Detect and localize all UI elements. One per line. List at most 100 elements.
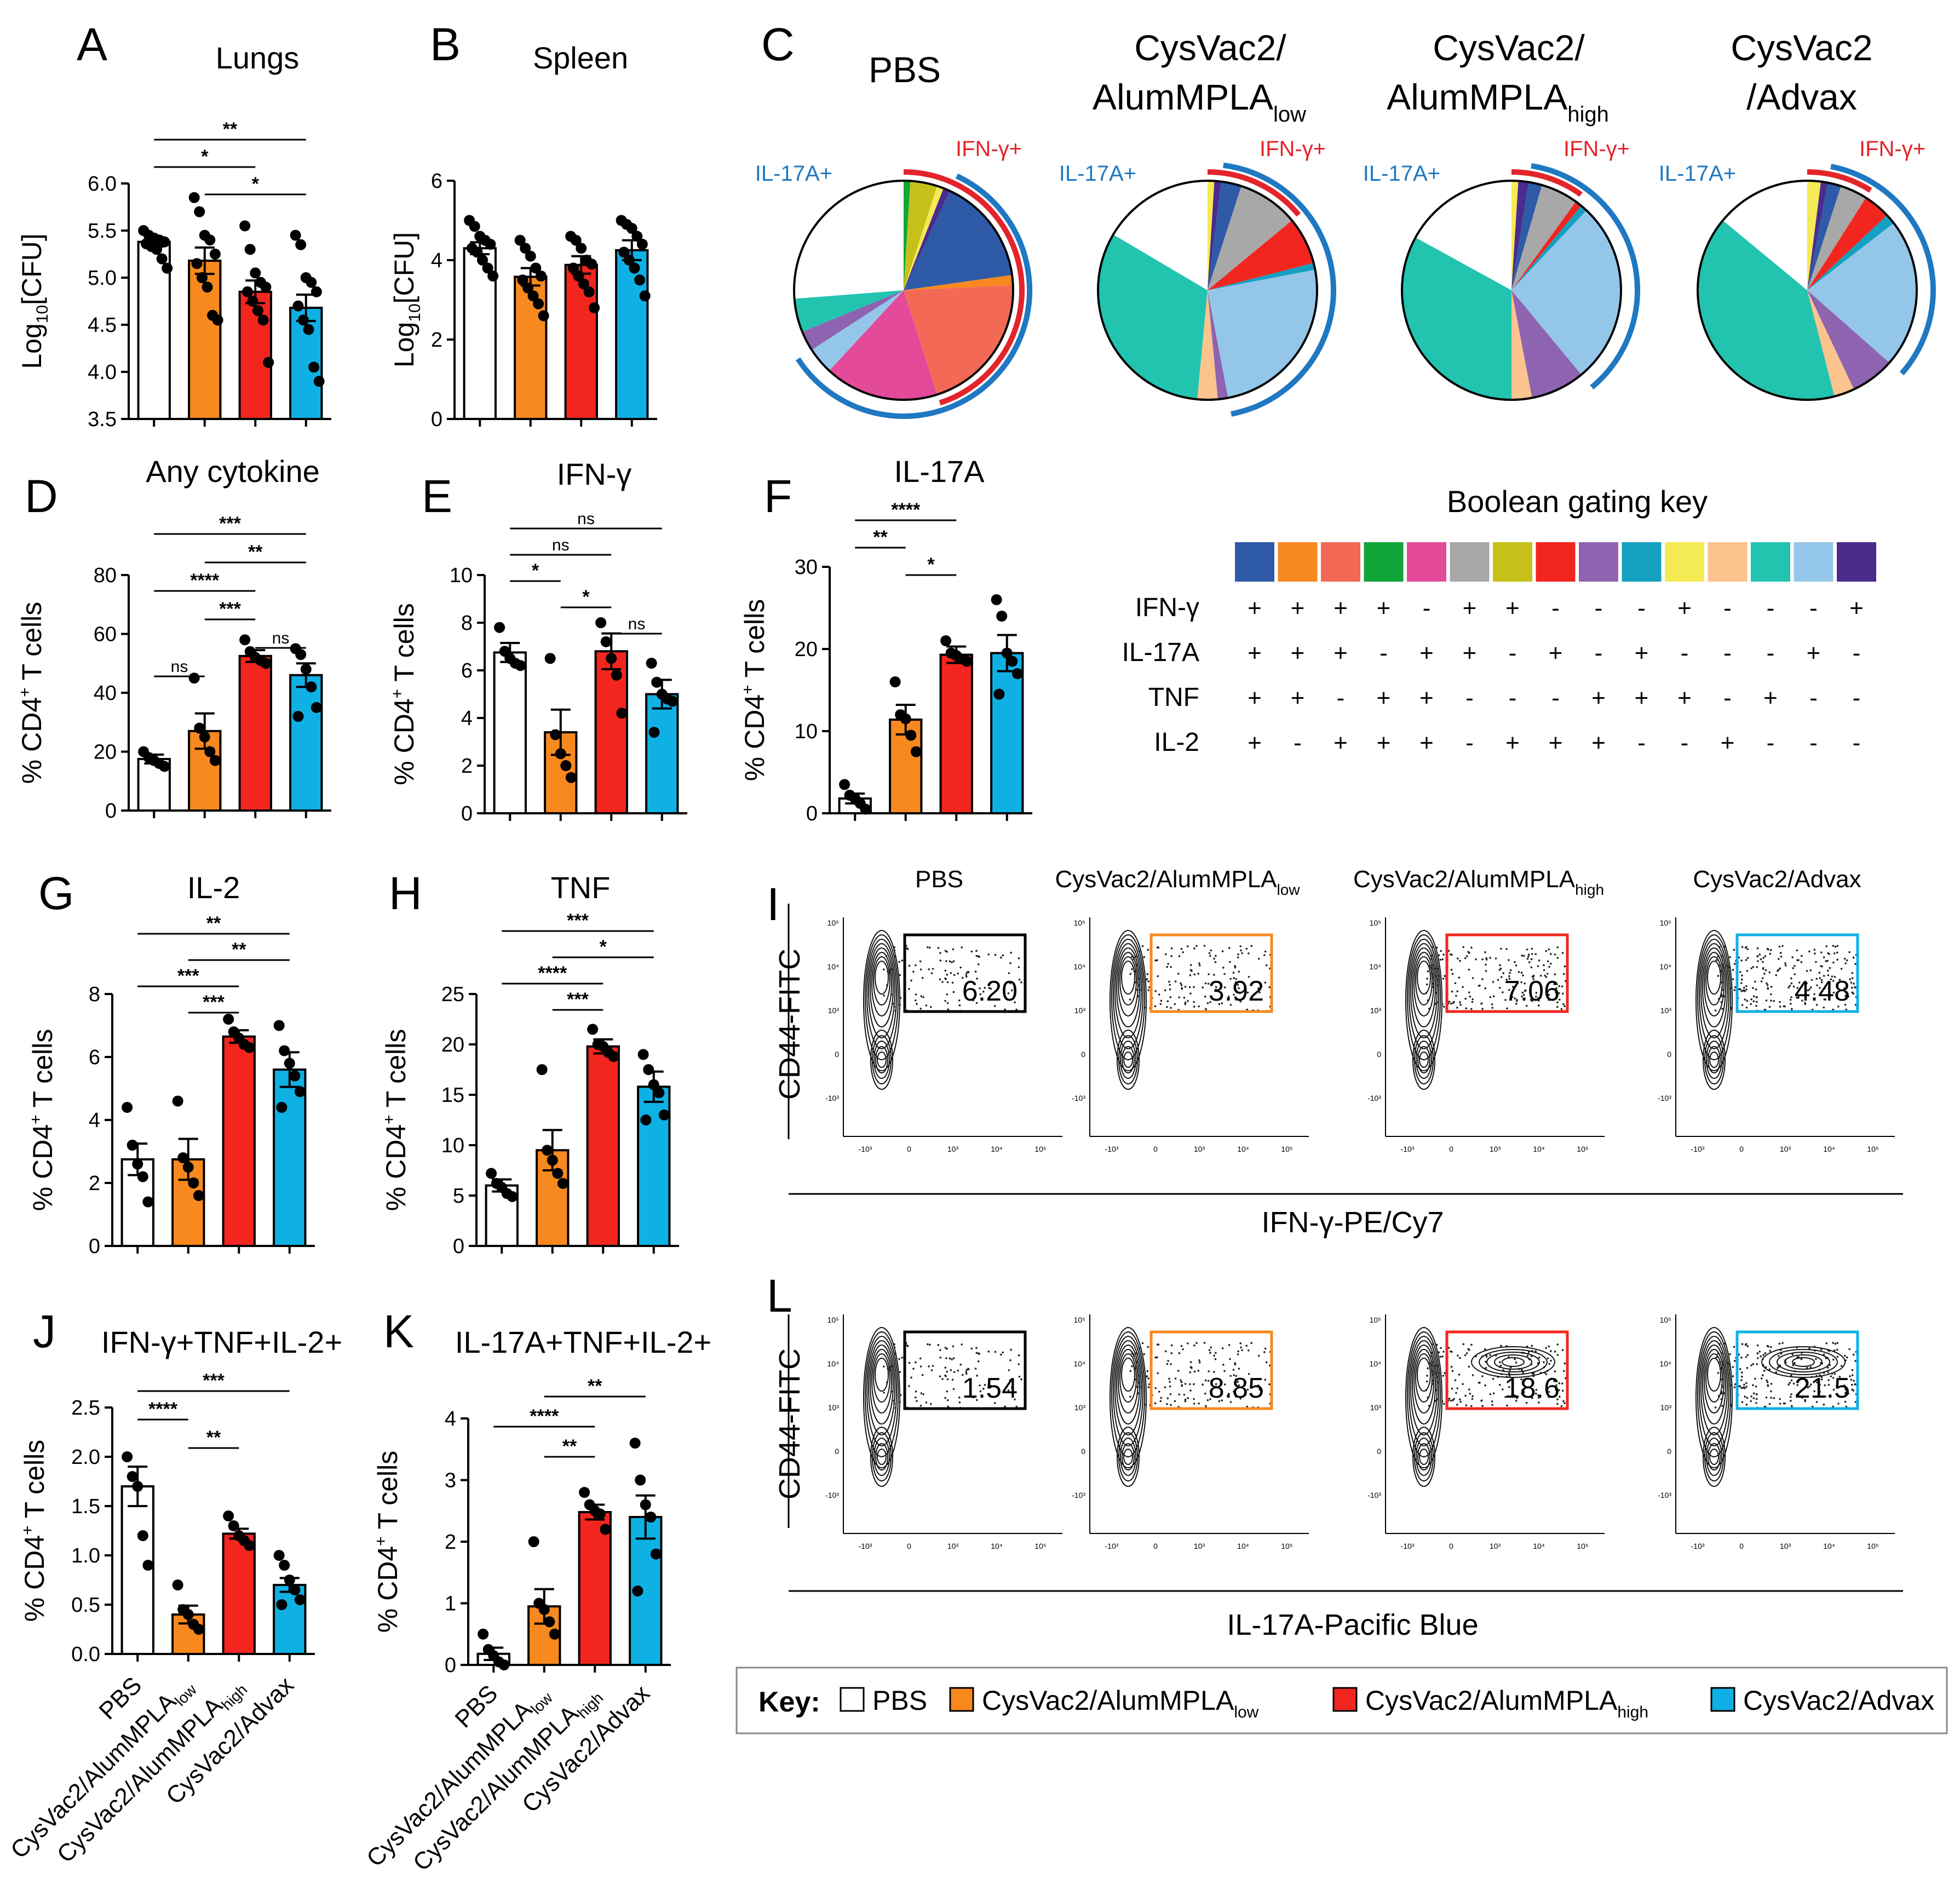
y-axis-label: % CD4+ T cells [380, 1029, 411, 1211]
flow-event [1239, 1000, 1242, 1003]
flow-event [1754, 980, 1756, 983]
data-point [1011, 668, 1023, 679]
ylabel-part: Log [16, 323, 47, 369]
key-sign: + [1248, 640, 1262, 667]
flow-event [944, 950, 947, 952]
key-sign: + [1591, 685, 1606, 711]
flow-event [1010, 951, 1012, 954]
flow-contour [1699, 1336, 1729, 1446]
flow-event [1004, 1405, 1006, 1408]
flow-event [1524, 990, 1526, 992]
flow-event [944, 999, 946, 1002]
flow-event [908, 1385, 910, 1387]
flow-event [1515, 998, 1518, 1001]
flow-event [1849, 1375, 1851, 1377]
flow-contour [1769, 1349, 1838, 1375]
il17-label: IL-17A+ [1059, 162, 1136, 186]
y-tick-label: 8 [461, 612, 473, 635]
flow-event [1511, 985, 1514, 988]
key-swatch [1493, 542, 1532, 582]
flow-contour [1494, 1354, 1532, 1370]
data-point [177, 1152, 189, 1163]
flow-contour [1703, 1030, 1726, 1090]
flow-event [1768, 1006, 1771, 1008]
flow-event [1723, 1342, 1726, 1345]
data-point [576, 243, 587, 254]
flow-event [1472, 1395, 1474, 1398]
data-point [284, 1058, 295, 1069]
ylabel-sup: + [27, 1115, 45, 1124]
flow-event [1770, 986, 1773, 988]
flow-event [1850, 1378, 1853, 1381]
flow-event [1543, 1361, 1545, 1364]
flow-y-tick: 10³ [1660, 1006, 1672, 1015]
key-sign: + [1763, 685, 1778, 711]
flow-event [1532, 975, 1534, 978]
flow-event [1441, 958, 1444, 961]
data-point [639, 290, 651, 302]
flow-event [1264, 1378, 1267, 1381]
key-sign: + [1677, 595, 1692, 622]
flow-event [1432, 983, 1434, 985]
flow-event [1215, 1383, 1217, 1386]
flow-event [1257, 1385, 1260, 1387]
flow-event [1833, 1349, 1836, 1352]
y-tick-label: 2 [461, 755, 473, 778]
flow-event [944, 1397, 946, 1399]
data-point [538, 310, 549, 321]
flow-x-tick: 0 [907, 1145, 911, 1153]
flow-event [1794, 1362, 1796, 1364]
flow-event [1843, 957, 1846, 960]
flow-event [1134, 981, 1136, 984]
flow-event [1562, 1003, 1565, 1006]
flow-contour [1405, 1327, 1442, 1468]
flow-event [919, 1007, 922, 1010]
flow-contour [865, 934, 899, 1060]
sig-label: *** [567, 989, 589, 1010]
flow-event [1721, 986, 1723, 989]
flow-event [1717, 1362, 1720, 1364]
flow-event [1741, 946, 1744, 948]
ylabel-sup: + [16, 687, 34, 697]
flow-event [1844, 1388, 1847, 1391]
flow-event [1505, 978, 1508, 981]
data-point [279, 1560, 290, 1571]
data-point [646, 657, 657, 669]
flow-i-title-pbs: PBS [915, 866, 963, 893]
flow-event [1215, 986, 1217, 989]
flow-event [1526, 948, 1528, 951]
flow-event [1246, 1388, 1249, 1391]
flow-event [1560, 1405, 1563, 1408]
flow-event [1824, 1384, 1826, 1387]
flow-event [1547, 1357, 1549, 1360]
flow-event [1732, 1366, 1734, 1368]
flow-event [1229, 1401, 1232, 1403]
flow-event [1491, 1404, 1493, 1406]
flow-event [946, 951, 948, 953]
flow-event [1436, 979, 1439, 981]
pie-slice [1402, 237, 1511, 400]
flow-contour [1113, 939, 1143, 1049]
flow-event [1191, 1367, 1193, 1369]
flow-event [1217, 989, 1220, 991]
flow-event [1233, 993, 1235, 996]
flow-event [925, 1004, 928, 1007]
flow-event [1500, 1345, 1502, 1347]
flow-x-tick: 10⁵ [1034, 1542, 1046, 1550]
flow-contour [1419, 1449, 1429, 1465]
key-sign: + [1635, 685, 1649, 711]
flow-event [1156, 959, 1158, 962]
flow-event [988, 987, 991, 989]
flow-event [944, 1366, 947, 1369]
flow-event [914, 999, 917, 1002]
pie-slice [1208, 181, 1222, 290]
panel-label-c: C [761, 19, 795, 70]
flow-event [1801, 955, 1803, 957]
flow-event [1430, 958, 1433, 960]
flow-y-tick: 10⁵ [827, 918, 839, 927]
flow-event [1188, 1383, 1191, 1386]
flow-event [1160, 999, 1163, 1002]
flow-event [1184, 986, 1187, 988]
